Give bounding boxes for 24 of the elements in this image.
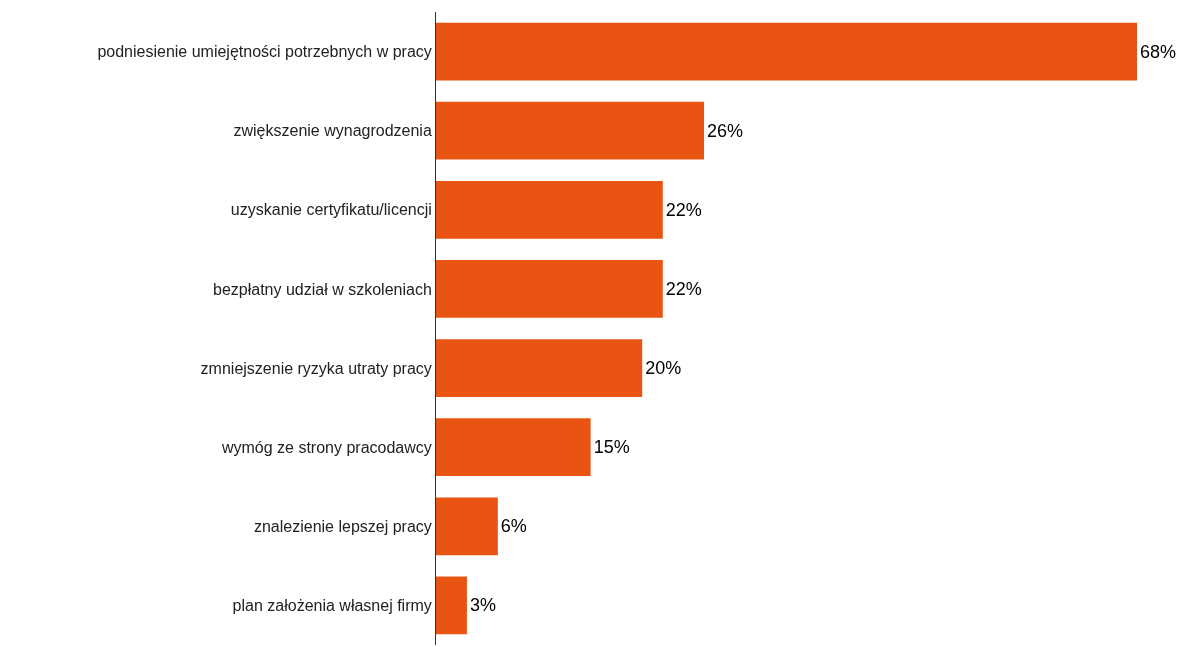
bar <box>436 180 663 239</box>
y-tick-label: znalezienie lepszej pracy <box>253 517 432 535</box>
y-tick-label: wymóg ze strony pracodawcy <box>220 438 432 456</box>
data-label: 15% <box>593 437 630 458</box>
bar <box>436 497 498 556</box>
bar <box>436 339 643 397</box>
bar <box>436 101 705 160</box>
y-tick-label: zmniejszenie ryzyka utraty pracy <box>200 359 432 377</box>
data-label: 3% <box>469 595 496 616</box>
data-label: 26% <box>707 120 744 141</box>
y-tick-label: zwiększenie wynagrodzenia <box>233 122 432 140</box>
data-label: 22% <box>665 199 702 220</box>
bar <box>436 260 663 318</box>
y-tick-label: podniesienie umiejętności potrzebnych w pracy <box>97 43 432 61</box>
bar <box>436 418 591 477</box>
data-label: 22% <box>665 278 702 299</box>
y-tick-label: uzyskanie certyfikatu/licencji <box>230 201 432 219</box>
data-label: 6% <box>500 516 527 537</box>
bar <box>436 576 467 635</box>
data-label: 20% <box>645 358 682 379</box>
data-label: 68% <box>1140 41 1177 62</box>
y-tick-label: bezpłatny udział w szkoleniach <box>213 280 432 298</box>
y-tick-label: plan założenia własnej firmy <box>232 597 432 615</box>
bar <box>436 22 1137 81</box>
